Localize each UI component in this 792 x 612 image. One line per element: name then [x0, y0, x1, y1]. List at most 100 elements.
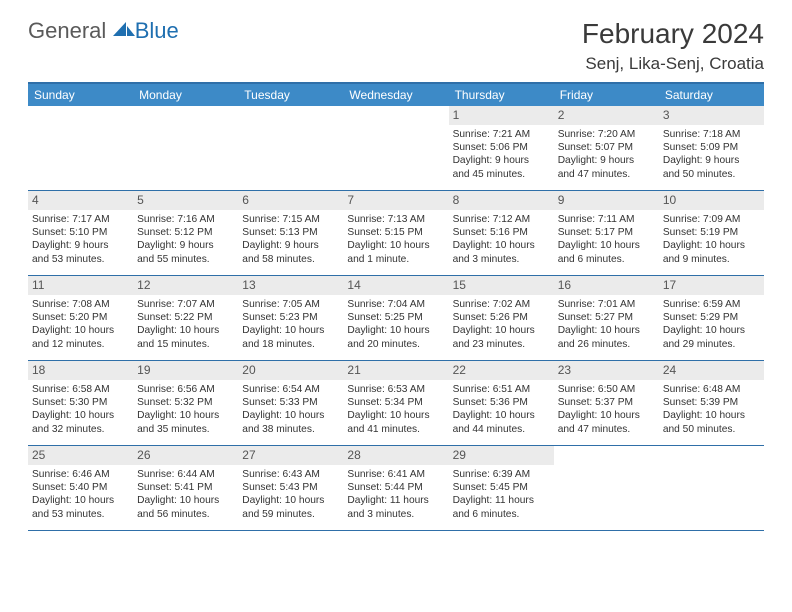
logo-word-blue: Blue	[135, 20, 179, 42]
logo-text-wrap: General Blue	[28, 20, 179, 43]
day-cell: 13Sunrise: 7:05 AMSunset: 5:23 PMDayligh…	[238, 276, 343, 360]
weekday-header-row: SundayMondayTuesdayWednesdayThursdayFrid…	[28, 84, 764, 106]
sunrise-line: Sunrise: 6:46 AM	[32, 468, 129, 481]
weekday-header: Wednesday	[343, 84, 448, 106]
logo: General Blue	[28, 18, 179, 43]
day-number: 16	[554, 276, 659, 295]
day1-line: Daylight: 10 hours	[663, 324, 760, 337]
day2-line: and 50 minutes.	[663, 168, 760, 181]
day-cell: 19Sunrise: 6:56 AMSunset: 5:32 PMDayligh…	[133, 361, 238, 445]
day2-line: and 12 minutes.	[32, 338, 129, 351]
day-number: 11	[28, 276, 133, 295]
day2-line: and 18 minutes.	[242, 338, 339, 351]
sunset-line: Sunset: 5:32 PM	[137, 396, 234, 409]
sunrise-line: Sunrise: 7:18 AM	[663, 128, 760, 141]
sunset-line: Sunset: 5:25 PM	[347, 311, 444, 324]
sunset-line: Sunset: 5:07 PM	[558, 141, 655, 154]
day1-line: Daylight: 10 hours	[453, 324, 550, 337]
sunset-line: Sunset: 5:29 PM	[663, 311, 760, 324]
day1-line: Daylight: 10 hours	[32, 409, 129, 422]
day-cell: 1Sunrise: 7:21 AMSunset: 5:06 PMDaylight…	[449, 106, 554, 190]
day1-line: Daylight: 10 hours	[242, 494, 339, 507]
day-number: 10	[659, 191, 764, 210]
day2-line: and 47 minutes.	[558, 423, 655, 436]
sunrise-line: Sunrise: 6:44 AM	[137, 468, 234, 481]
day-number: 24	[659, 361, 764, 380]
sunset-line: Sunset: 5:23 PM	[242, 311, 339, 324]
sunset-line: Sunset: 5:44 PM	[347, 481, 444, 494]
day-cell-empty	[554, 446, 659, 530]
day2-line: and 59 minutes.	[242, 508, 339, 521]
day2-line: and 47 minutes.	[558, 168, 655, 181]
sunset-line: Sunset: 5:34 PM	[347, 396, 444, 409]
sunrise-line: Sunrise: 7:04 AM	[347, 298, 444, 311]
sunrise-line: Sunrise: 7:05 AM	[242, 298, 339, 311]
day-number: 28	[343, 446, 448, 465]
sunrise-line: Sunrise: 7:02 AM	[453, 298, 550, 311]
week-row: 18Sunrise: 6:58 AMSunset: 5:30 PMDayligh…	[28, 361, 764, 446]
day-cell: 22Sunrise: 6:51 AMSunset: 5:36 PMDayligh…	[449, 361, 554, 445]
sunrise-line: Sunrise: 7:17 AM	[32, 213, 129, 226]
day-number: 7	[343, 191, 448, 210]
day1-line: Daylight: 10 hours	[137, 494, 234, 507]
day2-line: and 23 minutes.	[453, 338, 550, 351]
day1-line: Daylight: 9 hours	[137, 239, 234, 252]
sunrise-line: Sunrise: 7:16 AM	[137, 213, 234, 226]
day-cell: 27Sunrise: 6:43 AMSunset: 5:43 PMDayligh…	[238, 446, 343, 530]
sunset-line: Sunset: 5:06 PM	[453, 141, 550, 154]
day2-line: and 32 minutes.	[32, 423, 129, 436]
sunset-line: Sunset: 5:16 PM	[453, 226, 550, 239]
week-row: 25Sunrise: 6:46 AMSunset: 5:40 PMDayligh…	[28, 446, 764, 531]
day-number: 29	[449, 446, 554, 465]
day2-line: and 45 minutes.	[453, 168, 550, 181]
day1-line: Daylight: 9 hours	[558, 154, 655, 167]
sunrise-line: Sunrise: 7:09 AM	[663, 213, 760, 226]
sunrise-line: Sunrise: 6:41 AM	[347, 468, 444, 481]
sunrise-line: Sunrise: 6:50 AM	[558, 383, 655, 396]
day2-line: and 3 minutes.	[347, 508, 444, 521]
sunset-line: Sunset: 5:37 PM	[558, 396, 655, 409]
day-number: 13	[238, 276, 343, 295]
location: Senj, Lika-Senj, Croatia	[582, 54, 764, 74]
day2-line: and 55 minutes.	[137, 253, 234, 266]
sunset-line: Sunset: 5:41 PM	[137, 481, 234, 494]
day1-line: Daylight: 10 hours	[663, 409, 760, 422]
day-cell: 29Sunrise: 6:39 AMSunset: 5:45 PMDayligh…	[449, 446, 554, 530]
day-cell: 8Sunrise: 7:12 AMSunset: 5:16 PMDaylight…	[449, 191, 554, 275]
day2-line: and 41 minutes.	[347, 423, 444, 436]
day-cell: 15Sunrise: 7:02 AMSunset: 5:26 PMDayligh…	[449, 276, 554, 360]
day-cell: 18Sunrise: 6:58 AMSunset: 5:30 PMDayligh…	[28, 361, 133, 445]
sunset-line: Sunset: 5:20 PM	[32, 311, 129, 324]
weekday-header: Saturday	[659, 84, 764, 106]
calendar: SundayMondayTuesdayWednesdayThursdayFrid…	[28, 82, 764, 531]
day1-line: Daylight: 10 hours	[558, 324, 655, 337]
sunrise-line: Sunrise: 7:11 AM	[558, 213, 655, 226]
day2-line: and 38 minutes.	[242, 423, 339, 436]
sunrise-line: Sunrise: 6:48 AM	[663, 383, 760, 396]
day-number: 17	[659, 276, 764, 295]
sunset-line: Sunset: 5:13 PM	[242, 226, 339, 239]
day-number: 27	[238, 446, 343, 465]
day-cell: 7Sunrise: 7:13 AMSunset: 5:15 PMDaylight…	[343, 191, 448, 275]
sunrise-line: Sunrise: 7:12 AM	[453, 213, 550, 226]
day2-line: and 29 minutes.	[663, 338, 760, 351]
day1-line: Daylight: 10 hours	[453, 239, 550, 252]
day2-line: and 15 minutes.	[137, 338, 234, 351]
sunset-line: Sunset: 5:09 PM	[663, 141, 760, 154]
day1-line: Daylight: 9 hours	[453, 154, 550, 167]
sunrise-line: Sunrise: 7:07 AM	[137, 298, 234, 311]
day1-line: Daylight: 10 hours	[347, 239, 444, 252]
day-cell: 10Sunrise: 7:09 AMSunset: 5:19 PMDayligh…	[659, 191, 764, 275]
day-cell: 9Sunrise: 7:11 AMSunset: 5:17 PMDaylight…	[554, 191, 659, 275]
day1-line: Daylight: 10 hours	[32, 324, 129, 337]
day-cell-empty	[238, 106, 343, 190]
day2-line: and 26 minutes.	[558, 338, 655, 351]
day2-line: and 6 minutes.	[453, 508, 550, 521]
day1-line: Daylight: 11 hours	[453, 494, 550, 507]
week-row: 1Sunrise: 7:21 AMSunset: 5:06 PMDaylight…	[28, 106, 764, 191]
title-block: February 2024 Senj, Lika-Senj, Croatia	[582, 18, 764, 74]
day-number: 26	[133, 446, 238, 465]
day-cell-empty	[343, 106, 448, 190]
weekday-header: Monday	[133, 84, 238, 106]
day-cell: 26 Sunrise: 6:44 AMSunset: 5:41 PMDayligh…	[133, 446, 238, 530]
